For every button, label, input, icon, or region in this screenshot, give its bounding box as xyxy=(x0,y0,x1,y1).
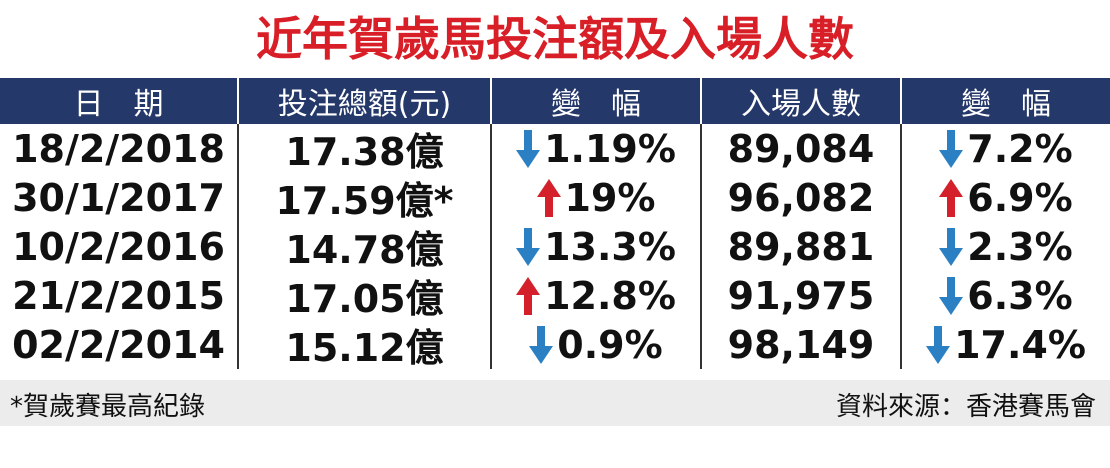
down-arrow xyxy=(516,130,540,168)
cell-text: 19% xyxy=(564,175,656,220)
cell: 7.2% xyxy=(900,124,1110,173)
data-row: 30/1/2017 17.59億* 19% 96,082 6.9% xyxy=(0,173,1110,223)
title: 近年賀歲馬投注額及入場人數 xyxy=(256,12,854,66)
cell: 1.19% xyxy=(490,124,700,173)
cell: 89,881 xyxy=(700,222,900,271)
cell: 91,975 xyxy=(700,271,900,320)
cell: 98,149 xyxy=(700,320,900,369)
down-arrow xyxy=(939,228,963,266)
cell: 18/2/2018 xyxy=(12,126,225,171)
cell: 13.3% xyxy=(490,222,700,271)
footer: *賀歲賽最高紀錄 資料來源：香港賽馬會 xyxy=(0,380,1110,426)
down-arrow xyxy=(939,277,963,315)
table: 日 期 投注總額(元) 變 幅 入場人數 變 幅 18/2/2018 17.38… xyxy=(0,78,1110,370)
cell: 30/1/2017 xyxy=(12,175,225,220)
cell-text: 7.2% xyxy=(967,126,1073,171)
cell: 12.8% xyxy=(490,271,700,320)
up-arrow xyxy=(537,179,561,217)
header-cell: 變 幅 xyxy=(490,78,700,124)
cell: 17.05億 xyxy=(237,271,490,321)
cell: 6.9% xyxy=(900,173,1110,222)
up-arrow xyxy=(939,179,963,217)
cell: 2.3% xyxy=(900,222,1110,271)
cell: 17.38億 xyxy=(237,124,490,174)
cell-text: 6.9% xyxy=(967,175,1073,220)
down-arrow xyxy=(939,130,963,168)
header-row: 日 期 投注總額(元) 變 幅 入場人數 變 幅 xyxy=(0,78,1110,124)
header-cell: 投注總額(元) xyxy=(237,78,490,124)
cell-text: 0.9% xyxy=(557,322,663,367)
cell: 6.3% xyxy=(900,271,1110,320)
cell: 96,082 xyxy=(700,173,900,222)
cell: 0.9% xyxy=(490,320,700,369)
down-arrow xyxy=(516,228,540,266)
source: 資料來源：香港賽馬會 xyxy=(835,392,1096,422)
header-cell: 變 幅 xyxy=(900,78,1110,124)
cell: 21/2/2015 xyxy=(12,273,225,318)
cell-text: 17.4% xyxy=(954,322,1086,367)
cell: 89,084 xyxy=(700,124,900,173)
cell: 10/2/2016 xyxy=(12,224,225,269)
footnote: *賀歲賽最高紀錄 xyxy=(10,392,206,422)
data-row: 21/2/2015 17.05億 12.8% 91,975 6.3% xyxy=(0,271,1110,321)
cell: 17.4% xyxy=(900,320,1110,369)
cell: 14.78億 xyxy=(237,222,490,272)
data-row: 02/2/2014 15.12億 0.9% 98,149 17.4% xyxy=(0,320,1110,370)
cell: 19% xyxy=(490,173,700,222)
cell-text: 13.3% xyxy=(544,224,676,269)
header-cell: 日 期 xyxy=(73,87,164,122)
cell-text: 1.19% xyxy=(544,126,676,171)
cell-text: 6.3% xyxy=(967,273,1073,318)
down-arrow xyxy=(926,326,950,364)
data-row: 10/2/2016 14.78億 13.3% 89,881 2.3% xyxy=(0,222,1110,272)
down-arrow xyxy=(529,326,553,364)
data-row: 18/2/2018 17.38億 1.19% 89,084 7.2% xyxy=(0,124,1110,174)
cell: 17.59億* xyxy=(237,173,490,223)
cell: 02/2/2014 xyxy=(12,322,225,367)
cell-text: 12.8% xyxy=(544,273,676,318)
header-cell: 入場人數 xyxy=(700,78,900,124)
cell: 15.12億 xyxy=(237,320,490,370)
cell-text: 2.3% xyxy=(967,224,1073,269)
up-arrow xyxy=(516,277,540,315)
